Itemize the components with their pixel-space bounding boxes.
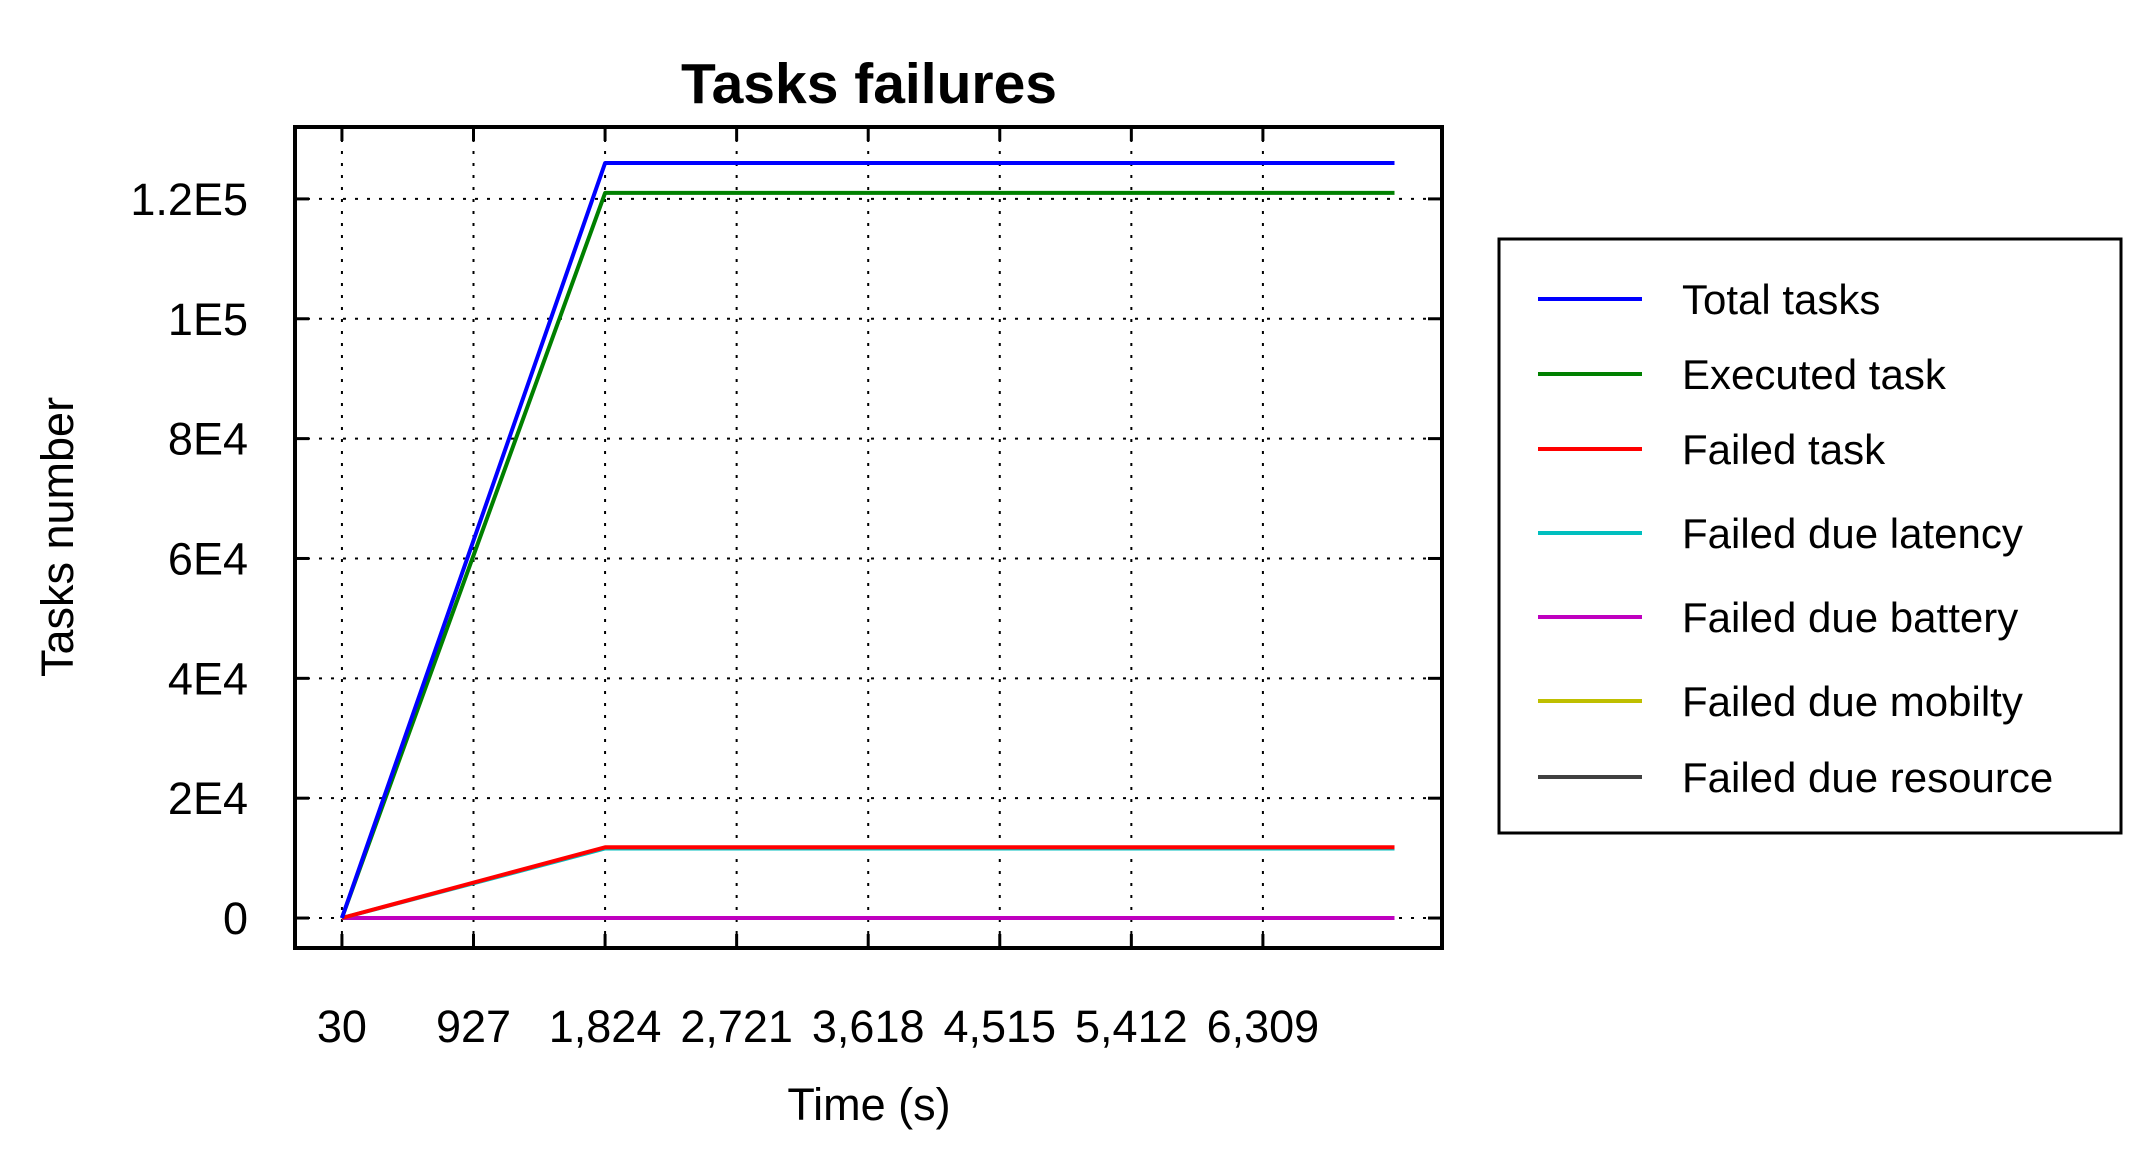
legend-label-failed-task: Failed task [1682,426,1886,473]
legend-label-failed-due-mobilty: Failed due mobilty [1682,678,2023,725]
y-tick-label: 4E4 [168,653,248,704]
series-lines [340,161,1395,920]
x-tick-label: 2,721 [680,1001,793,1052]
legend-box [1497,237,2123,835]
x-tick-label: 1,824 [549,1001,662,1052]
x-tick-labels: 30 927 1,824 2,721 3,618 4,515 5,412 6,309 [317,1001,1319,1052]
x-tick-label: 30 [317,1001,367,1052]
y-tick-label: 1.2E5 [130,174,248,225]
legend-label-failed-due-battery: Failed due battery [1682,594,2018,641]
y-tick-label: 2E4 [168,773,248,824]
y-tick-label: 0 [223,893,248,944]
y-tick-label: 6E4 [168,533,248,584]
series-line-executed-task [340,190,1395,919]
ticks [295,127,1442,948]
chart-title: Tasks failures [681,52,1057,116]
series-line-total-tasks [340,161,1395,919]
y-axis-label: Tasks number [32,397,83,677]
y-tick-label: 1E5 [168,294,248,345]
legend-label-failed-due-resource: Failed due resource [1682,754,2053,801]
legend-label-total-tasks: Total tasks [1682,276,1880,323]
legend-label-failed-due-latency: Failed due latency [1682,510,2023,557]
x-tick-label: 6,309 [1207,1001,1320,1052]
series-line-failed-task [341,845,1395,920]
x-tick-label: 4,515 [943,1001,1056,1052]
y-tick-label: 8E4 [168,414,248,465]
x-axis-label: Time (s) [787,1079,950,1130]
legend: Total tasks Executed task Failed task Faile… [1538,276,2053,801]
x-tick-label: 927 [436,1001,511,1052]
x-tick-label: 3,618 [812,1001,925,1052]
y-tick-labels: 0 2E4 4E4 6E4 8E4 1E5 1.2E5 [130,174,248,944]
x-tick-label: 5,412 [1075,1001,1188,1052]
legend-label-executed-task: Executed task [1682,351,1947,398]
